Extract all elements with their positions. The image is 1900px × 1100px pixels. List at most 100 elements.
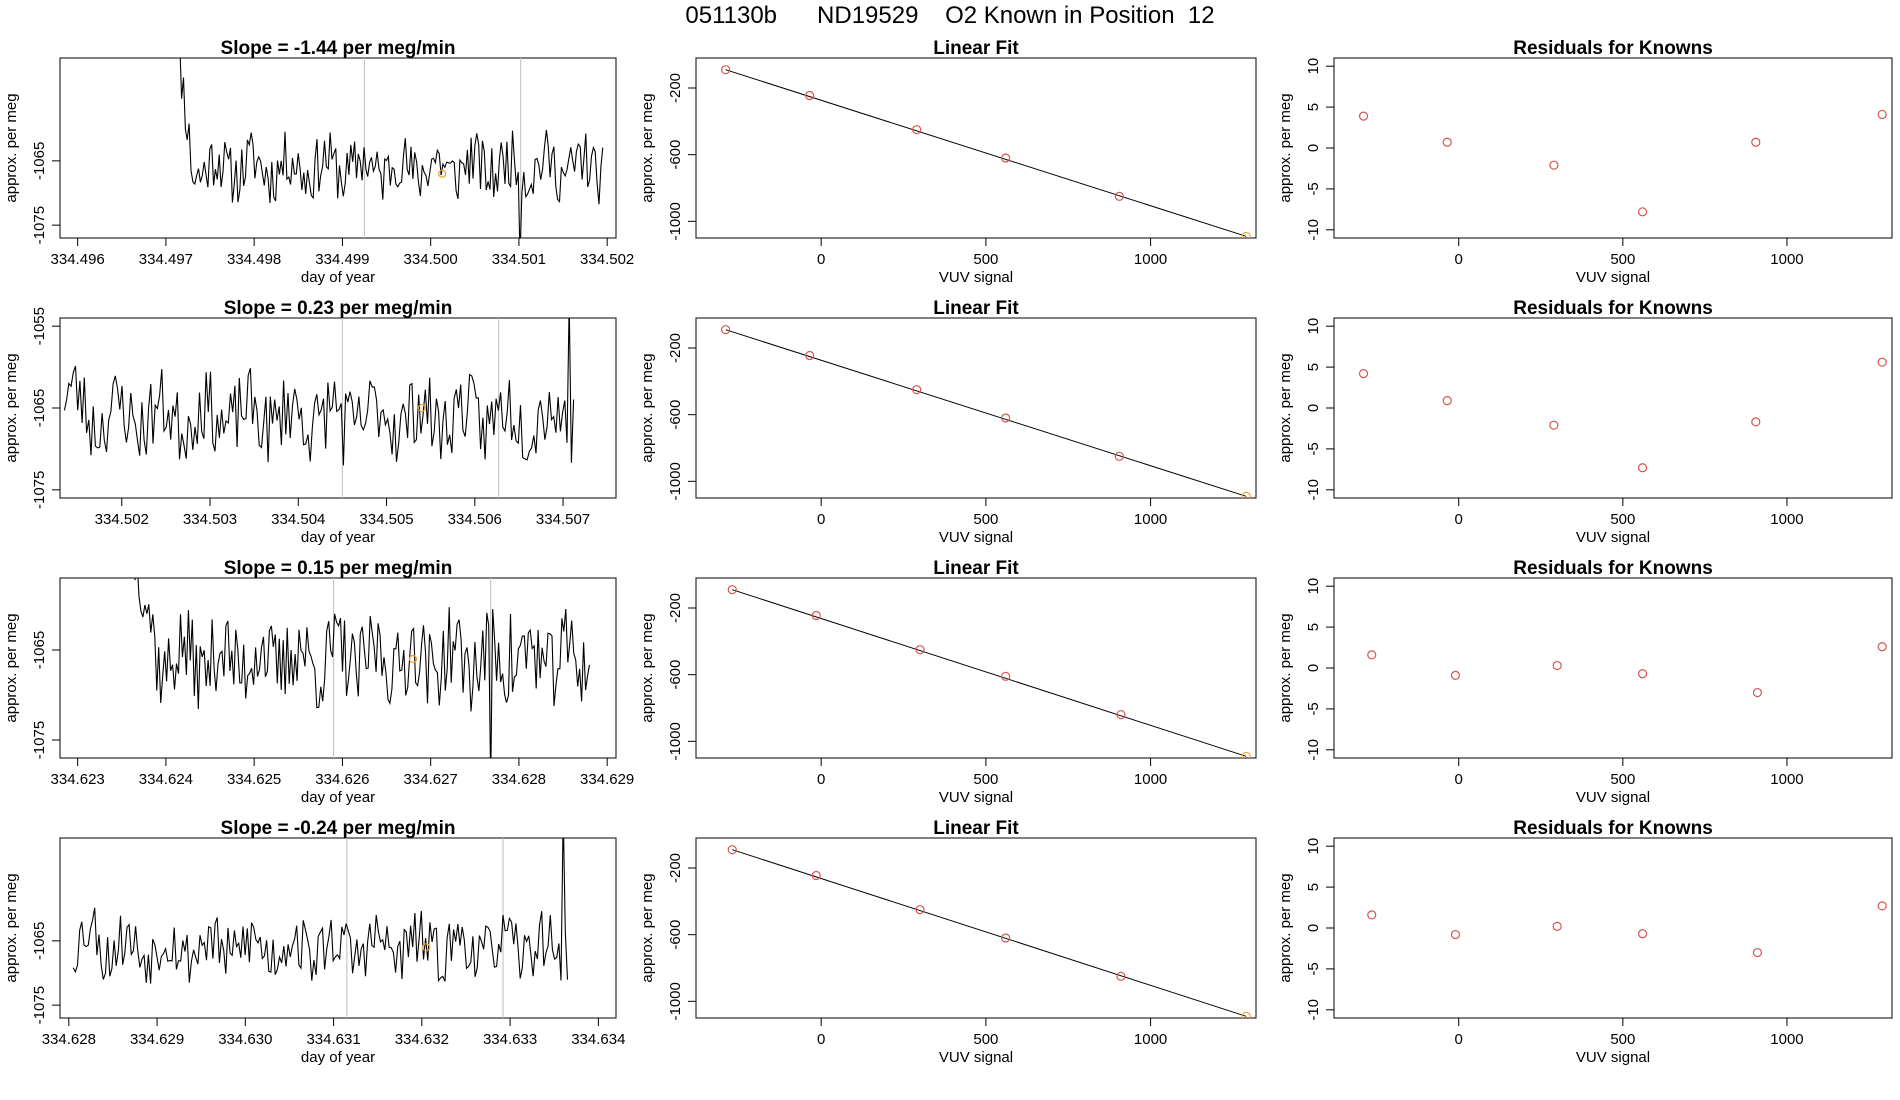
panel-1-2: Linear Fit 0 500 1000 VUV signal -200 -600 -100…: [639, 38, 1257, 286]
x-tick-label: 500: [973, 511, 998, 528]
y-tick-label: -200: [667, 593, 684, 623]
x-tick-label: 334.634: [571, 1031, 625, 1048]
data-point: [1001, 933, 1011, 943]
data-layer: [721, 325, 1251, 498]
data-point: [915, 645, 925, 655]
panel-title: Linear Fit: [933, 298, 1019, 319]
data-point: [1877, 357, 1887, 367]
y-tick-label: -5: [1305, 702, 1322, 715]
x-axis-label: day of year: [301, 529, 375, 546]
highlight-point: [417, 403, 426, 413]
y-tick-label: 10: [1305, 838, 1322, 855]
page-title: 051130b ND19529 O2 Known in Position 12: [685, 2, 1215, 29]
fit-line: [732, 589, 1247, 757]
y-tick-label: -1065: [31, 922, 48, 960]
x-tick-label: 1000: [1770, 511, 1803, 528]
data-point: [811, 870, 821, 881]
fit-line: [725, 69, 1247, 237]
panel-title: Residuals for Knowns: [1513, 298, 1713, 319]
x-tick-label: 334.505: [359, 511, 413, 528]
panel-4-3: Residuals for Knowns 0 500 1000 VUV signal 10…: [1277, 818, 1893, 1066]
data-point: [1552, 660, 1562, 671]
y-tick-label: -200: [667, 333, 684, 363]
x-tick-label: 334.633: [483, 1031, 537, 1048]
data-point: [1241, 231, 1251, 238]
data-point: [1001, 413, 1011, 423]
y-tick-label: 5: [1305, 103, 1322, 111]
data-point: [811, 610, 821, 621]
data-point: [1549, 160, 1559, 170]
y-tick-label: -10: [1305, 219, 1322, 241]
y-tick-label: -5: [1305, 182, 1322, 195]
x-tick-label: 500: [1610, 511, 1635, 528]
data-layer: [727, 585, 1251, 758]
x-tick-label: 1000: [1770, 771, 1803, 788]
data-point: [1442, 137, 1452, 147]
y-tick-label: -600: [667, 400, 684, 430]
x-tick-label: 334.627: [404, 771, 458, 788]
data-point: [1752, 947, 1763, 958]
x-tick-label: 334.497: [139, 251, 193, 268]
y-axis-label: approx. per meg: [1277, 93, 1294, 202]
data-layer: [1358, 109, 1887, 217]
x-tick-label: 334.504: [271, 511, 325, 528]
data-point: [1552, 921, 1562, 931]
x-tick-label: 334.630: [218, 1031, 272, 1048]
data-point: [1241, 491, 1251, 498]
x-tick-label: 0: [1455, 251, 1463, 268]
data-layer: [175, 58, 604, 238]
data-point: [805, 350, 815, 361]
data-layer: [1358, 357, 1887, 473]
plot-frame: [59, 837, 617, 1019]
data-layer: [63, 318, 575, 498]
x-tick-label: 334.628: [492, 771, 546, 788]
x-tick-label: 500: [1610, 251, 1635, 268]
x-tick-label: 334.503: [183, 511, 237, 528]
x-tick-label: 334.502: [95, 511, 149, 528]
y-tick-label: -1065: [31, 142, 48, 180]
x-tick-label: 334.624: [139, 771, 193, 788]
data-layer: [72, 838, 569, 1018]
series-line: [72, 838, 569, 984]
data-point: [1367, 650, 1377, 660]
y-axis-label: approx. per meg: [639, 93, 656, 202]
data-point: [1241, 1011, 1251, 1018]
x-axis-label: VUV signal: [939, 1049, 1013, 1066]
plot-frame: [1333, 317, 1893, 499]
panel-title: Residuals for Knowns: [1513, 38, 1713, 59]
panel-4-1: Slope = -0.24 per meg/min 334.628 334.629 3…: [3, 818, 625, 1066]
y-tick-label: 10: [1305, 318, 1322, 335]
data-layer: [727, 845, 1251, 1018]
y-tick-label: -1065: [31, 631, 48, 669]
x-axis-label: day of year: [301, 269, 375, 286]
y-tick-label: 0: [1305, 664, 1322, 672]
fit-line: [725, 329, 1247, 497]
y-tick-label: 5: [1305, 623, 1322, 631]
x-axis-label: VUV signal: [1576, 1049, 1650, 1066]
data-point: [1751, 417, 1761, 427]
x-tick-label: 334.507: [536, 511, 590, 528]
data-point: [1116, 710, 1126, 720]
x-axis-label: VUV signal: [939, 269, 1013, 286]
x-axis-label: VUV signal: [1576, 789, 1650, 806]
panel-title: Linear Fit: [933, 818, 1019, 839]
data-point: [727, 845, 737, 855]
y-tick-label: -200: [667, 853, 684, 883]
x-axis-label: VUV signal: [939, 529, 1013, 546]
data-point: [1877, 642, 1887, 652]
plot-frame: [1333, 577, 1893, 759]
x-tick-label: 334.632: [395, 1031, 449, 1048]
plot-frame: [59, 317, 617, 499]
x-tick-label: 334.506: [448, 511, 502, 528]
x-tick-label: 0: [817, 771, 825, 788]
y-tick-label: 0: [1305, 144, 1322, 152]
y-tick-label: -10: [1305, 739, 1322, 761]
x-tick-label: 500: [1610, 1031, 1635, 1048]
series-line: [63, 318, 575, 466]
panel-4-2: Linear Fit 0 500 1000 VUV signal -200 -600 -100…: [639, 818, 1257, 1066]
x-tick-label: 334.631: [306, 1031, 360, 1048]
panel-title: Linear Fit: [933, 38, 1019, 59]
fit-line: [732, 849, 1247, 1017]
y-tick-label: -200: [667, 73, 684, 103]
x-tick-label: 0: [817, 251, 825, 268]
